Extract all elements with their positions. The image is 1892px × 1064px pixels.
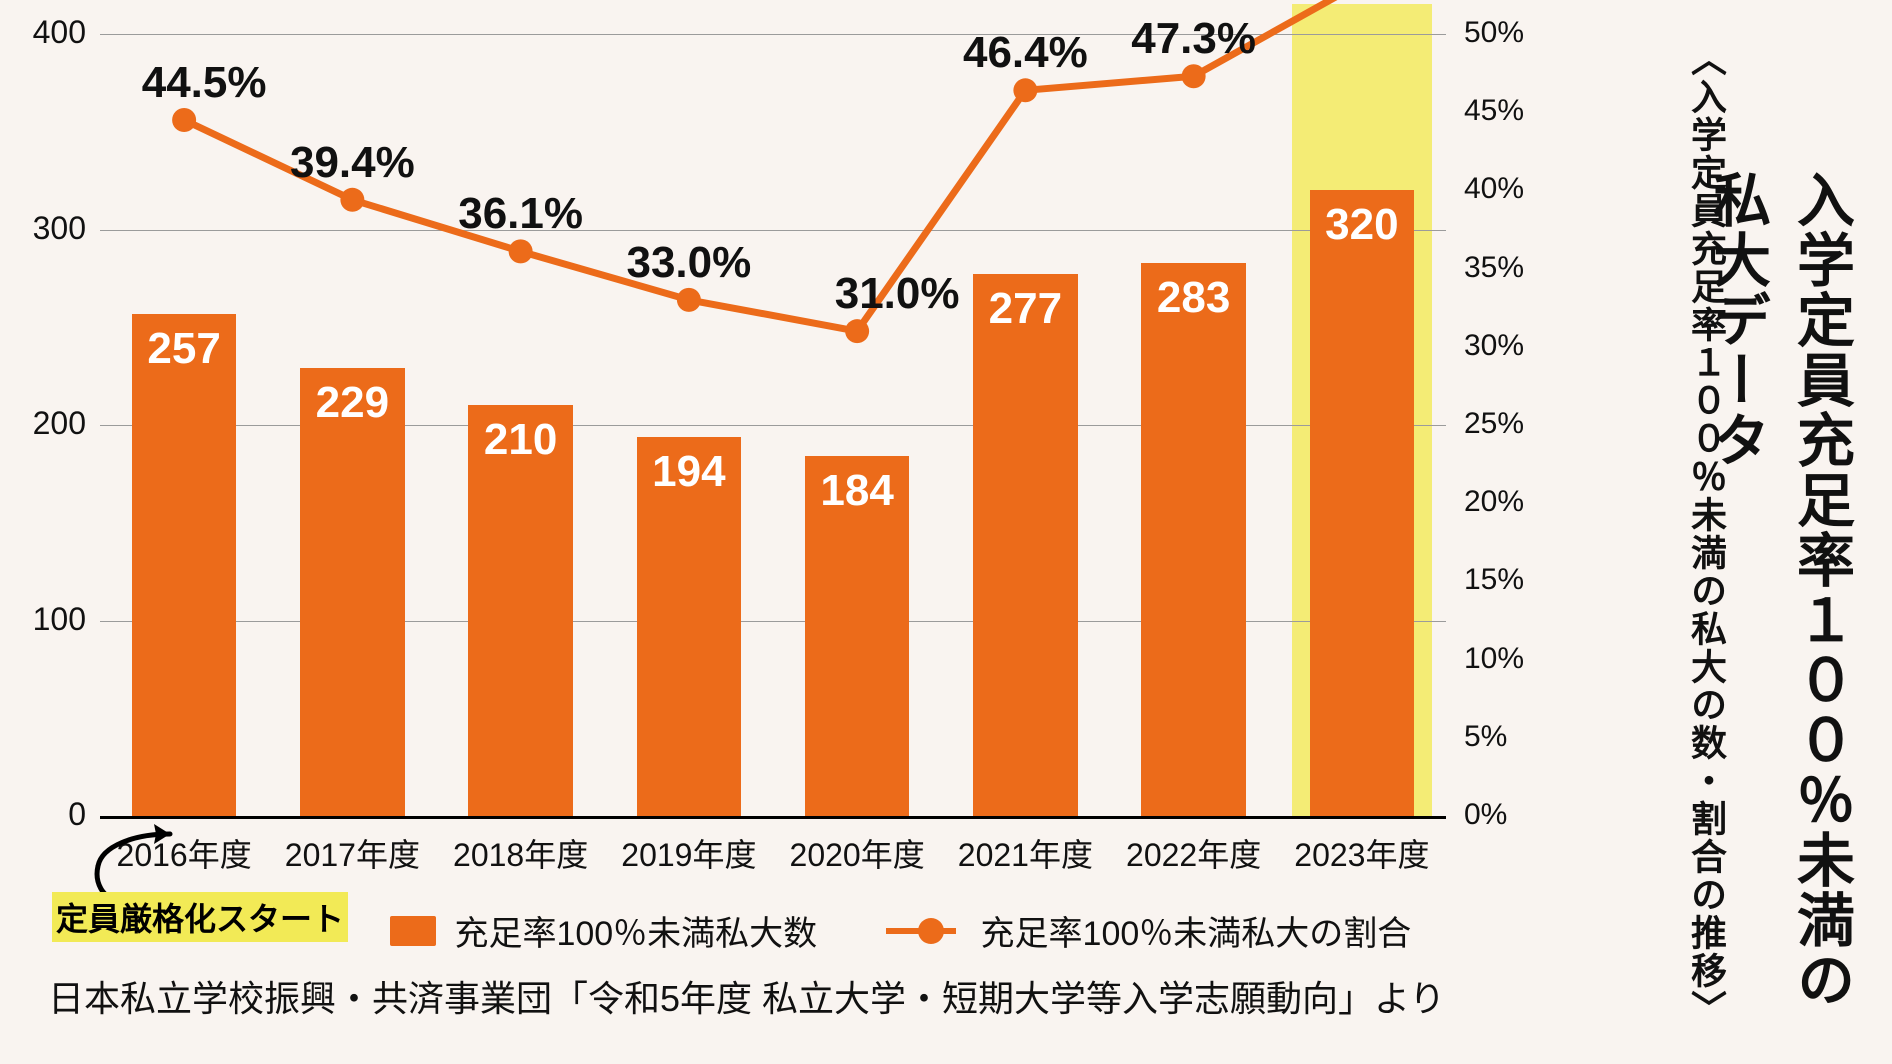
x-tick: 2023年度 bbox=[1282, 830, 1442, 876]
legend-line-marker bbox=[918, 918, 944, 944]
x-tick: 2019年度 bbox=[609, 830, 769, 876]
chart-plot-area: 01002003004000%5%10%15%20%25%30%35%40%45… bbox=[100, 34, 1446, 816]
y-right-tick: 0% bbox=[1464, 798, 1507, 832]
legend: 充足率100％未満私大数 充足率100％未満私大の割合 bbox=[390, 906, 1411, 955]
y-left-tick: 100 bbox=[6, 601, 86, 638]
y-right-tick: 5% bbox=[1464, 720, 1507, 754]
legend-line-label: 充足率100％未満私大の割合 bbox=[981, 915, 1412, 953]
y-left-tick: 400 bbox=[6, 14, 86, 51]
line-value: 44.5% bbox=[142, 58, 267, 108]
y-right-tick: 15% bbox=[1464, 563, 1524, 597]
source-text: 日本私立学校振興・共済事業団「令和5年度 私立大学・短期大学等入学志願動向」より bbox=[48, 970, 1445, 1022]
line-value: 31.0% bbox=[835, 269, 960, 319]
title-sub: 〈入学定員充足率１００％未満の私大の数・割合の推移〉 bbox=[1680, 40, 1732, 1028]
x-tick: 2020年度 bbox=[777, 830, 937, 876]
line-value: 39.4% bbox=[290, 138, 415, 188]
y-left-tick: 200 bbox=[6, 405, 86, 442]
line-value: 36.1% bbox=[458, 189, 583, 239]
x-tick: 2018年度 bbox=[441, 830, 601, 876]
y-right-tick: 25% bbox=[1464, 407, 1524, 441]
y-right-tick: 40% bbox=[1464, 172, 1524, 206]
y-right-tick: 10% bbox=[1464, 642, 1524, 676]
line-value: 46.4% bbox=[963, 28, 1088, 78]
line-value: 47.3% bbox=[1131, 14, 1256, 64]
legend-bar-label: 充足率100％未満私大数 bbox=[454, 915, 817, 953]
y-right-tick: 35% bbox=[1464, 251, 1524, 285]
y-left-tick: 300 bbox=[6, 210, 86, 247]
x-tick: 2022年度 bbox=[1114, 830, 1274, 876]
legend-bar-swatch bbox=[390, 916, 436, 946]
y-right-tick: 45% bbox=[1464, 94, 1524, 128]
x-tick: 2017年度 bbox=[272, 830, 432, 876]
annotation-label: 定員厳格化スタート bbox=[52, 892, 348, 942]
y-right-tick: 30% bbox=[1464, 329, 1524, 363]
x-tick: 2021年度 bbox=[945, 830, 1105, 876]
line-value: 33.0% bbox=[626, 238, 751, 288]
y-right-tick: 50% bbox=[1464, 16, 1524, 50]
y-right-tick: 20% bbox=[1464, 485, 1524, 519]
